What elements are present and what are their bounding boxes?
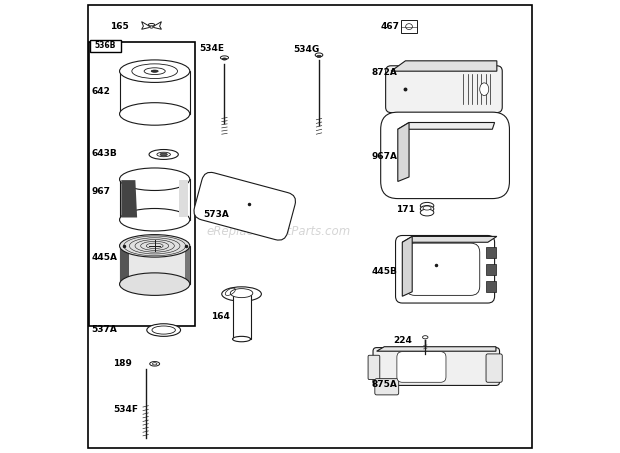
FancyBboxPatch shape xyxy=(487,247,497,258)
Text: 642: 642 xyxy=(92,87,110,96)
Text: 875A: 875A xyxy=(371,381,397,390)
Ellipse shape xyxy=(149,149,179,159)
Ellipse shape xyxy=(120,168,190,190)
FancyBboxPatch shape xyxy=(381,112,510,198)
Text: 534E: 534E xyxy=(199,44,224,53)
Ellipse shape xyxy=(120,208,190,231)
Ellipse shape xyxy=(151,70,158,72)
FancyBboxPatch shape xyxy=(487,264,497,275)
Text: 967: 967 xyxy=(92,187,110,196)
FancyBboxPatch shape xyxy=(406,243,480,295)
FancyBboxPatch shape xyxy=(486,354,502,382)
Polygon shape xyxy=(179,180,188,217)
Ellipse shape xyxy=(420,209,434,216)
Text: 537A: 537A xyxy=(92,325,118,334)
Ellipse shape xyxy=(120,235,190,257)
Polygon shape xyxy=(185,247,190,282)
Text: 967A: 967A xyxy=(371,152,397,161)
Ellipse shape xyxy=(157,152,171,157)
Ellipse shape xyxy=(120,273,190,295)
Text: eReplacementParts.com: eReplacementParts.com xyxy=(206,225,350,237)
Polygon shape xyxy=(154,22,161,29)
Ellipse shape xyxy=(405,24,412,29)
Text: 445A: 445A xyxy=(92,253,118,262)
Text: 872A: 872A xyxy=(371,68,397,77)
Text: 164: 164 xyxy=(211,312,230,321)
Ellipse shape xyxy=(222,287,262,301)
Text: 467: 467 xyxy=(381,22,400,31)
Ellipse shape xyxy=(315,53,323,57)
Text: 189: 189 xyxy=(113,359,132,368)
FancyBboxPatch shape xyxy=(386,66,502,113)
Polygon shape xyxy=(122,180,137,217)
Ellipse shape xyxy=(147,324,180,337)
Ellipse shape xyxy=(317,55,321,58)
Ellipse shape xyxy=(149,361,159,366)
Polygon shape xyxy=(120,179,190,220)
Ellipse shape xyxy=(150,26,153,28)
Ellipse shape xyxy=(152,326,175,334)
Polygon shape xyxy=(398,122,409,182)
Ellipse shape xyxy=(148,24,154,26)
Polygon shape xyxy=(120,247,130,282)
Polygon shape xyxy=(391,61,497,71)
Ellipse shape xyxy=(420,206,434,212)
Polygon shape xyxy=(402,236,412,296)
Polygon shape xyxy=(402,236,497,242)
Ellipse shape xyxy=(423,336,428,339)
FancyBboxPatch shape xyxy=(375,379,399,395)
Ellipse shape xyxy=(420,202,434,209)
Text: 534F: 534F xyxy=(113,405,138,414)
FancyBboxPatch shape xyxy=(396,236,495,303)
Polygon shape xyxy=(398,122,495,129)
Text: 171: 171 xyxy=(396,205,414,214)
FancyBboxPatch shape xyxy=(487,281,497,292)
Text: 534G: 534G xyxy=(293,44,319,53)
Ellipse shape xyxy=(423,206,431,210)
Text: 165: 165 xyxy=(110,22,128,31)
Polygon shape xyxy=(141,22,149,29)
FancyBboxPatch shape xyxy=(373,347,500,386)
FancyBboxPatch shape xyxy=(401,20,417,33)
Polygon shape xyxy=(120,246,190,284)
Ellipse shape xyxy=(480,83,489,96)
Polygon shape xyxy=(376,347,496,351)
Ellipse shape xyxy=(153,363,157,365)
FancyBboxPatch shape xyxy=(397,352,446,382)
Ellipse shape xyxy=(230,289,253,298)
Ellipse shape xyxy=(120,103,190,125)
Ellipse shape xyxy=(132,64,177,78)
Text: 445B: 445B xyxy=(371,267,397,276)
Text: 573A: 573A xyxy=(203,210,229,219)
FancyBboxPatch shape xyxy=(194,172,296,240)
Text: 224: 224 xyxy=(393,336,412,345)
Polygon shape xyxy=(232,295,250,339)
Ellipse shape xyxy=(232,337,250,342)
Ellipse shape xyxy=(222,58,227,60)
Ellipse shape xyxy=(160,153,167,156)
Polygon shape xyxy=(120,71,190,114)
FancyBboxPatch shape xyxy=(368,355,380,380)
Text: 536B: 536B xyxy=(95,41,117,50)
Ellipse shape xyxy=(120,60,190,82)
Text: 643B: 643B xyxy=(92,149,117,158)
FancyBboxPatch shape xyxy=(91,40,121,52)
Ellipse shape xyxy=(144,68,165,75)
Ellipse shape xyxy=(220,56,229,59)
